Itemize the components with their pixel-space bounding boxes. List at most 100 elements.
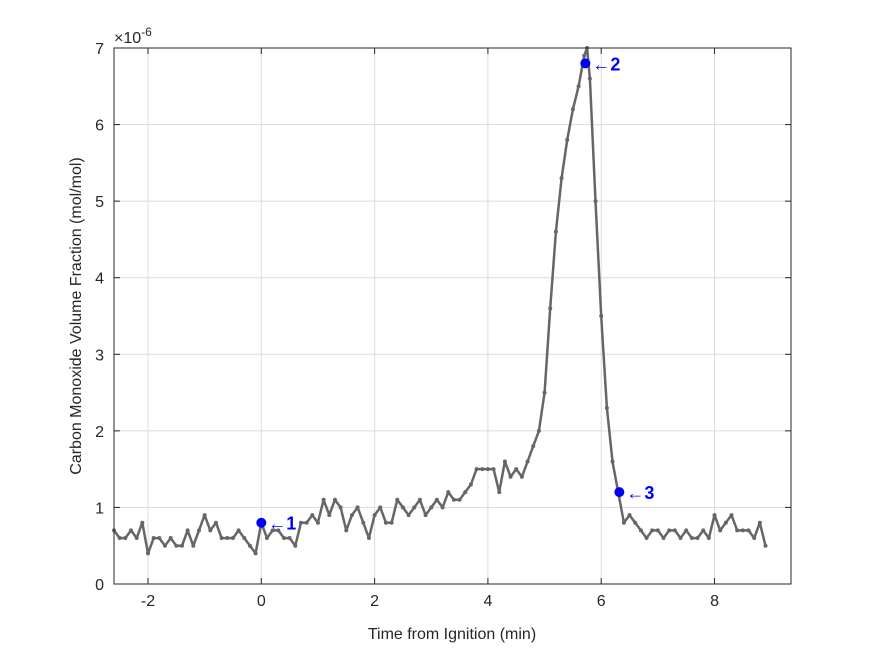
data-point bbox=[678, 536, 683, 541]
data-point bbox=[729, 513, 734, 518]
data-point bbox=[502, 459, 507, 464]
data-point bbox=[134, 536, 139, 541]
data-point bbox=[417, 497, 422, 502]
data-point bbox=[191, 543, 196, 548]
data-point bbox=[236, 528, 241, 533]
data-point bbox=[270, 528, 275, 533]
y-axis-label: Carbon Monoxide Volume Fraction (mol/mol… bbox=[68, 157, 85, 474]
y-tick-label: 2 bbox=[95, 424, 104, 441]
data-point bbox=[423, 513, 428, 518]
data-point bbox=[746, 528, 751, 533]
data-point bbox=[559, 176, 564, 181]
data-point bbox=[253, 551, 258, 556]
data-point bbox=[298, 520, 303, 525]
data-point bbox=[757, 520, 762, 525]
data-point bbox=[587, 76, 592, 81]
data-point bbox=[383, 520, 388, 525]
data-point bbox=[247, 543, 252, 548]
data-point bbox=[497, 490, 502, 495]
data-point bbox=[627, 513, 632, 518]
data-point bbox=[723, 520, 728, 525]
data-point bbox=[157, 536, 162, 541]
data-point bbox=[689, 536, 694, 541]
data-point bbox=[474, 467, 479, 472]
data-point bbox=[378, 505, 383, 510]
data-point bbox=[338, 505, 343, 510]
data-point bbox=[519, 474, 524, 479]
data-point bbox=[304, 520, 309, 525]
data-point bbox=[718, 528, 723, 533]
y-tick-label: 6 bbox=[95, 118, 104, 135]
data-point bbox=[621, 520, 626, 525]
data-point bbox=[701, 528, 706, 533]
data-point bbox=[276, 528, 281, 533]
data-point bbox=[230, 536, 235, 541]
data-point bbox=[752, 536, 757, 541]
y-exponent: ×10-6 bbox=[114, 25, 152, 47]
data-point bbox=[604, 405, 609, 410]
data-point bbox=[599, 314, 604, 318]
data-point bbox=[446, 490, 451, 495]
y-tick-label: 0 bbox=[95, 577, 104, 594]
annotation-marker bbox=[256, 517, 267, 528]
x-tick-label: 0 bbox=[257, 593, 266, 610]
annotation-label: ←1 bbox=[268, 514, 296, 534]
exponent-power: -6 bbox=[141, 25, 152, 39]
data-point bbox=[349, 513, 354, 518]
exponent-base: ×10 bbox=[114, 30, 141, 47]
data-point bbox=[151, 536, 156, 541]
x-tick-label: -2 bbox=[141, 593, 155, 610]
data-point bbox=[525, 459, 530, 464]
data-point bbox=[242, 536, 247, 541]
data-point bbox=[451, 497, 456, 502]
data-point bbox=[355, 505, 360, 510]
data-point bbox=[644, 536, 649, 541]
data-point bbox=[293, 543, 298, 548]
data-point bbox=[593, 199, 598, 204]
y-tick-label: 3 bbox=[95, 347, 104, 364]
data-point bbox=[162, 543, 167, 548]
data-point bbox=[174, 543, 179, 548]
data-point bbox=[667, 528, 672, 533]
data-point bbox=[531, 444, 536, 449]
data-point bbox=[735, 528, 740, 533]
y-tick-label: 4 bbox=[95, 271, 104, 288]
data-point bbox=[684, 528, 689, 533]
data-point bbox=[463, 490, 468, 495]
data-point bbox=[315, 520, 320, 525]
data-point bbox=[128, 528, 133, 533]
data-point bbox=[548, 306, 553, 311]
data-point bbox=[570, 107, 575, 112]
data-point bbox=[638, 528, 643, 533]
data-point bbox=[661, 536, 666, 541]
grid bbox=[114, 48, 791, 584]
data-point bbox=[610, 459, 615, 464]
data-point bbox=[321, 497, 326, 502]
data-point bbox=[117, 536, 122, 541]
data-point bbox=[740, 528, 745, 533]
y-tick-label: 1 bbox=[95, 500, 104, 517]
data-point bbox=[553, 229, 558, 234]
data-point bbox=[536, 428, 541, 433]
x-tick-label: 8 bbox=[710, 593, 719, 610]
data-point bbox=[361, 520, 366, 525]
data-point bbox=[264, 536, 269, 541]
data-point bbox=[287, 536, 292, 541]
data-point bbox=[406, 513, 411, 518]
annotation-label: ←3 bbox=[626, 483, 654, 503]
data-point bbox=[366, 536, 371, 541]
data-point bbox=[457, 497, 462, 502]
data-point bbox=[650, 528, 655, 533]
annotations: ←1 ←2 ←3 bbox=[256, 54, 654, 534]
data-point bbox=[542, 390, 547, 395]
data-point bbox=[202, 513, 207, 518]
data-point bbox=[468, 482, 473, 487]
data-point bbox=[327, 513, 332, 518]
axes-box bbox=[113, 47, 792, 585]
data-point bbox=[582, 53, 587, 58]
data-point bbox=[208, 528, 213, 533]
data-point bbox=[145, 551, 150, 556]
data-point bbox=[695, 536, 700, 541]
y-tick-label: 7 bbox=[95, 41, 104, 58]
